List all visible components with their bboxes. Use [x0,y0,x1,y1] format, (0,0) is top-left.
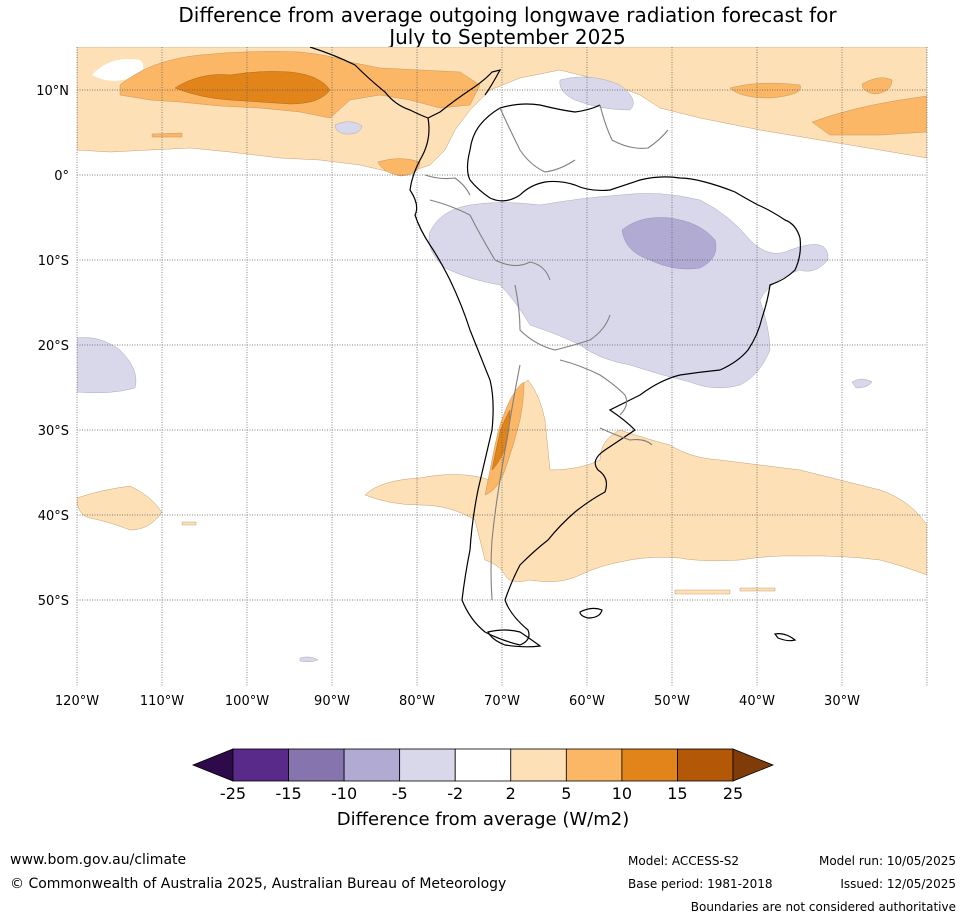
positive-anomaly-northeast [811,95,927,136]
colorbar-segment [510,748,567,782]
lat-label: 30°S [38,424,69,439]
boundary-disclaimer: Boundaries are not considered authoritat… [690,900,956,914]
colorbar-low-extension [191,748,234,782]
colorbar-segment [399,748,456,782]
model-run-date: Model run: 10/05/2025 [818,854,956,868]
border-colombia-venezuela [499,107,576,173]
border-bolivia [514,284,611,351]
lat-label: 10°S [38,254,69,269]
colorbar-title: Difference from average (W/m2) [337,809,629,830]
lon-label: 70°W [484,694,520,709]
model-name: Model: ACCESS-S2 [628,854,740,868]
negative-anomaly-north [559,76,634,111]
border-uruguay [599,427,653,446]
issued-date: Issued: 12/05/2025 [840,877,956,891]
neutral-patch-nw [92,59,144,81]
title-line-1: Difference from average outgoing longwav… [178,3,837,27]
lat-label: 40°S [38,509,69,524]
lon-label: 60°W [569,694,605,709]
colorbar-tick-label: -10 [331,784,357,803]
colorbar-tick-label: 25 [723,784,743,803]
colorbar-tick-label: 15 [667,784,687,803]
website-url[interactable]: www.bom.gov.au/climate [10,852,187,868]
lon-label: 30°W [824,694,860,709]
lon-label: 120°W [55,694,99,709]
map-title: Difference from average outgoing longwav… [0,4,965,48]
negative-anomaly-west-pacific [77,337,137,394]
negative-anomaly-south-small [299,656,319,662]
border-ecuador-peru [424,174,471,196]
colorbar-high-extension [732,748,775,782]
negative-anomaly-amazon [428,193,829,389]
lon-label: 40°W [739,694,775,709]
colorbar-tick-label: -2 [447,784,463,803]
positive-anomaly-south-band [364,379,927,582]
lon-label: 50°W [654,694,690,709]
positive-anomaly-south-dash-2 [739,587,776,592]
title-line-2: July to September 2025 [389,25,626,49]
colorbar-segment [232,748,289,782]
colorbar-tick-label: -15 [275,784,301,803]
negative-anomaly-amazon-moderate [621,217,717,270]
colorbar-segment [343,748,401,782]
lon-label: 90°W [314,694,350,709]
colorbar-tick-label: 2 [506,784,516,803]
lat-label: 50°S [38,594,69,609]
lat-label: 10°N [36,84,69,99]
south-georgia [773,633,797,642]
anomaly-field [77,47,927,662]
negative-anomaly-atlantic-small [851,378,873,389]
colorbar-segment [454,748,512,782]
graticule [76,47,928,687]
border-guyanas [599,104,669,149]
border-paraguay [559,359,628,416]
tierra-del-fuego [487,629,542,648]
border-peru-brazil [429,199,551,281]
colorbar-tick-label: -5 [392,784,408,803]
copyright-notice: © Commonwealth of Australia 2025, Austra… [10,876,507,892]
lon-label: 100°W [225,694,269,709]
positive-anomaly-pacific-dash-2 [181,521,197,526]
colorbar-segment [288,748,345,782]
lon-label: 110°W [140,694,184,709]
axis-labels: 120°W 110°W 100°W 90°W 80°W 70°W 60°W 50°W 40°W 3… [36,84,860,709]
colorbar-segment [677,748,734,782]
lat-label: 20°S [38,339,69,354]
positive-anomaly-pacific-dash [151,132,183,138]
negative-anomaly-small-pacific [334,121,363,135]
south-america-coastline [409,117,802,646]
lat-label: 0° [54,169,69,184]
country-boundaries [424,104,669,601]
colorbar-tick-label: 5 [561,784,571,803]
border-argentina-chile [490,364,521,601]
positive-anomaly-sw-atlantic [77,485,163,531]
base-period: Base period: 1981-2018 [628,877,773,891]
coastlines [309,47,802,648]
falkland-islands [579,607,603,619]
north-coast-caribbean [466,103,601,181]
colorbar-tick-label: -25 [220,784,246,803]
lon-label: 80°W [399,694,435,709]
colorbar-segment [565,748,623,782]
positive-anomaly-ne-small [729,82,801,99]
central-america-coastline [309,47,502,119]
positive-anomaly-south-dash-1 [674,589,731,595]
colorbar-segment [621,748,678,782]
colorbar-tick-label: 10 [612,784,632,803]
